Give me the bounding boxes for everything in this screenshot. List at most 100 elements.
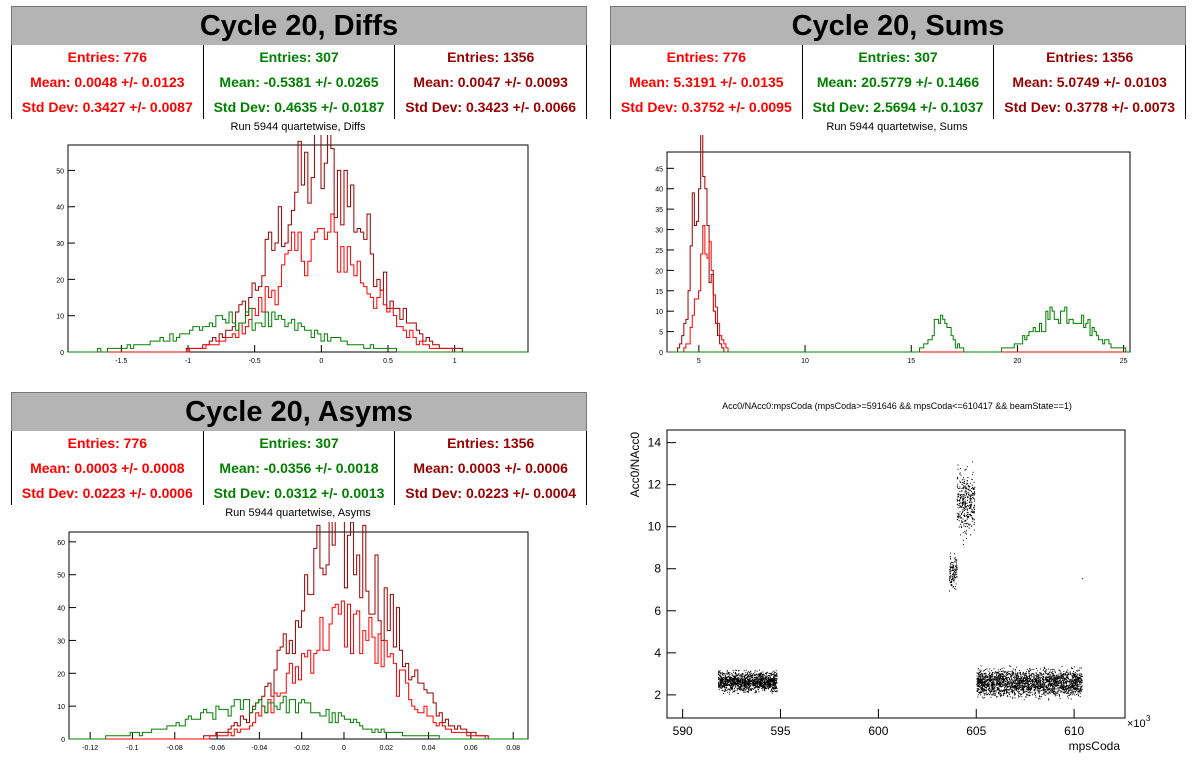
scatter-point — [979, 691, 981, 693]
scatter-point — [1056, 677, 1058, 679]
scatter-point — [763, 686, 765, 688]
scatter-point — [741, 675, 743, 677]
scatter-point — [1047, 689, 1049, 691]
scatter-point — [748, 675, 750, 677]
scatter-point — [987, 677, 989, 679]
scatter-point — [948, 590, 950, 592]
scatter-point — [1061, 687, 1063, 689]
scatter-point — [1022, 677, 1024, 679]
asyms-stats-box: Entries: 776 Mean: 0.0003 +/- 0.0008 Std… — [11, 431, 587, 505]
scatter-point — [1045, 676, 1047, 678]
stat-entries: Entries: 1356 — [1046, 49, 1134, 65]
scatter-point — [1007, 696, 1009, 698]
scatter-point — [725, 683, 727, 685]
scatter-point — [1015, 684, 1017, 686]
scatter-point — [970, 490, 972, 492]
scatter-point — [952, 573, 954, 575]
scatter-point — [977, 682, 979, 684]
scatter-point — [1068, 685, 1070, 687]
scatter-point — [1017, 691, 1019, 693]
scatter-point — [950, 561, 952, 563]
scatter-point — [1053, 674, 1055, 676]
scatter-point — [1039, 698, 1041, 700]
scatter-point — [757, 673, 759, 675]
scatter-point — [1069, 685, 1071, 687]
scatter-point — [726, 689, 728, 691]
scatter-point — [1008, 676, 1010, 678]
scatter-point — [743, 689, 745, 691]
scatter-point — [734, 687, 736, 689]
scatter-point — [742, 689, 744, 691]
scatter-point — [739, 684, 741, 686]
scatter-point — [767, 688, 769, 690]
scatter-point — [988, 693, 990, 695]
scatter-point — [1048, 683, 1050, 685]
scatter-point — [759, 678, 761, 680]
scatter-point — [742, 681, 744, 683]
y-tick-label: 8 — [654, 562, 661, 576]
scatter-point — [1075, 690, 1077, 692]
scatter-point — [745, 685, 747, 687]
scatter-point — [1032, 673, 1034, 675]
scatter-point — [953, 577, 955, 579]
scatter-point — [980, 694, 982, 696]
scatter-point — [997, 683, 999, 685]
scatter-point — [734, 681, 736, 683]
scatter-point — [1001, 681, 1003, 683]
scatter-point — [749, 674, 751, 676]
scatter-point — [1038, 698, 1040, 700]
scatter-point — [1043, 690, 1045, 692]
scatter-point — [1039, 682, 1041, 684]
scatter-point — [967, 493, 969, 495]
scatter-point — [992, 684, 994, 686]
scatter-point — [750, 687, 752, 689]
scatter-point — [1042, 684, 1044, 686]
scatter-point — [958, 513, 960, 515]
scatter-point — [954, 557, 956, 559]
scatter-point — [1002, 684, 1004, 686]
scatter-point — [1027, 688, 1029, 690]
scatter-point — [967, 517, 969, 519]
scatter-point — [1028, 671, 1030, 673]
scatter-point — [970, 507, 972, 509]
scatter-point — [1053, 690, 1055, 692]
y-tick-label: 50 — [56, 168, 64, 175]
scatter-point — [963, 497, 965, 499]
scatter-point — [774, 677, 776, 679]
scatter-point — [1053, 669, 1055, 671]
scatter-point — [1073, 682, 1075, 684]
scatter-point — [751, 680, 753, 682]
scatter-point — [992, 677, 994, 679]
scatter-point — [988, 683, 990, 685]
scatter-point — [774, 674, 776, 676]
scatter-point — [952, 568, 954, 570]
scatter-point — [997, 678, 999, 680]
scatter-point — [773, 673, 775, 675]
scatter-point — [1028, 680, 1030, 682]
scatter-point — [976, 685, 978, 687]
scatter-point — [963, 486, 965, 488]
scatter-point — [960, 523, 962, 525]
scatter-point — [735, 673, 737, 675]
scatter-point — [1057, 678, 1059, 680]
scatter-point — [733, 679, 735, 681]
scatter-point — [1012, 670, 1014, 672]
scatter-point — [978, 689, 980, 691]
scatter-point — [1001, 673, 1003, 675]
scatter-point — [1059, 669, 1061, 671]
scatter-point — [966, 516, 968, 518]
scatter-point — [766, 672, 768, 674]
scatter-point — [1074, 682, 1076, 684]
scatter-point — [1029, 678, 1031, 680]
scatter-point — [737, 679, 739, 681]
scatter-point — [952, 586, 954, 588]
scatter-point — [1016, 684, 1018, 686]
scatter-point — [1005, 687, 1007, 689]
stat-stddev: Std Dev: 0.0223 +/- 0.0004 — [405, 485, 577, 501]
scatter-point — [989, 673, 991, 675]
scatter-point — [755, 679, 757, 681]
scatter-point — [753, 673, 755, 675]
scatter-point — [952, 576, 954, 578]
scatter-point — [1035, 681, 1037, 683]
